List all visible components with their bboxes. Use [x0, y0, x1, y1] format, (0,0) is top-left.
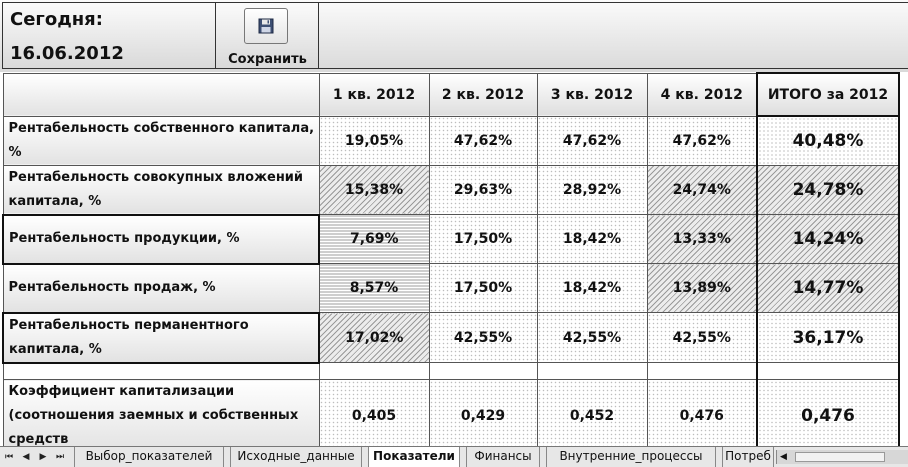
cell-value[interactable]: 42,55%	[536, 312, 648, 363]
cell-value[interactable]: 19,05%	[318, 115, 430, 166]
cell-value[interactable]: 0,452	[536, 379, 648, 453]
scroll-thumb[interactable]	[795, 452, 885, 462]
row-label[interactable]: Коэффициент капитализации (соотношения з…	[2, 379, 320, 453]
cell-value[interactable]: 8,57%	[318, 263, 430, 313]
spacer-cell	[318, 362, 430, 380]
save-panel: Сохранить	[216, 2, 319, 69]
spacer-cell	[646, 362, 758, 380]
cell-value[interactable]: 47,62%	[646, 115, 758, 166]
floppy-disk-icon	[258, 18, 274, 34]
row-label[interactable]: Рентабельность совокупных вложений капит…	[2, 164, 320, 215]
table-row: Рентабельность собственного капитала, % …	[2, 115, 900, 166]
current-date: 16.06.2012	[10, 43, 124, 64]
sheet-tab-bar: ⏮ ◀ ▶ ⏭ Выбор_показателей Исходные_данны…	[0, 446, 908, 467]
sheet-tab[interactable]: Финансы	[466, 447, 540, 467]
sheet-navigation: ⏮ ◀ ▶ ⏭	[2, 450, 70, 464]
cell-value[interactable]: 42,55%	[428, 312, 538, 363]
spacer-cell	[536, 362, 648, 380]
cell-value[interactable]: 28,92%	[536, 164, 648, 215]
spacer-cell	[756, 362, 900, 380]
cell-total[interactable]: 14,77%	[756, 263, 900, 313]
column-header-q3[interactable]: 3 кв. 2012	[536, 72, 648, 117]
indicators-table: 1 кв. 2012 2 кв. 2012 3 кв. 2012 4 кв. 2…	[2, 72, 900, 454]
header-filler	[319, 2, 908, 69]
table-row: Рентабельность совокупных вложений капит…	[2, 164, 900, 215]
cell-value[interactable]: 17,02%	[318, 312, 430, 363]
column-header-total[interactable]: ИТОГО за 2012	[756, 72, 900, 117]
sheet-tab[interactable]: Выбор_показателей	[74, 447, 224, 467]
spacer-cell	[2, 362, 320, 380]
cell-total[interactable]: 14,24%	[756, 214, 900, 264]
cell-total[interactable]: 0,476	[756, 379, 900, 454]
cell-value[interactable]: 24,74%	[646, 164, 758, 215]
first-sheet-icon[interactable]: ⏮	[4, 452, 14, 462]
table-row: Коэффициент капитализации (соотношения з…	[2, 379, 900, 454]
spacer-row	[2, 362, 900, 380]
date-box: Сегодня: 16.06.2012	[2, 2, 216, 69]
cell-value[interactable]: 18,42%	[536, 214, 648, 264]
dashboard-header: Сегодня: 16.06.2012 Сохранить	[0, 0, 908, 72]
cell-value[interactable]: 0,405	[318, 379, 430, 453]
sheet-tab[interactable]: Исходные_данные	[230, 447, 362, 467]
column-header-q1[interactable]: 1 кв. 2012	[318, 72, 430, 117]
cell-value[interactable]: 18,42%	[536, 263, 648, 313]
cell-value[interactable]: 13,89%	[646, 263, 758, 313]
scroll-left-icon[interactable]: ◀	[780, 452, 787, 462]
cell-value[interactable]: 42,55%	[646, 312, 758, 363]
column-header-q4[interactable]: 4 кв. 2012	[646, 72, 758, 117]
cell-total[interactable]: 36,17%	[756, 312, 900, 363]
save-button[interactable]	[244, 8, 288, 44]
table-row: Рентабельность продаж, % 8,57% 17,50% 18…	[2, 263, 900, 313]
row-label[interactable]: Рентабельность продаж, %	[2, 263, 320, 313]
cell-value[interactable]: 17,50%	[428, 263, 538, 313]
cell-value[interactable]: 0,476	[646, 379, 758, 453]
column-header-row: 1 кв. 2012 2 кв. 2012 3 кв. 2012 4 кв. 2…	[2, 72, 900, 117]
cell-value[interactable]: 17,50%	[428, 214, 538, 264]
table-row: Рентабельность продукции, % 7,69% 17,50%…	[2, 213, 900, 265]
sheet-tab-active[interactable]: Показатели	[368, 447, 460, 467]
row-label[interactable]: Рентабельность продукции, %	[2, 213, 320, 265]
today-label: Сегодня:	[10, 9, 103, 30]
corner-cell	[2, 72, 320, 117]
cell-value[interactable]: 47,62%	[536, 115, 648, 166]
cell-value[interactable]: 7,69%	[318, 214, 430, 264]
row-label[interactable]: Рентабельность собственного капитала, %	[2, 115, 320, 166]
cell-value[interactable]: 47,62%	[428, 115, 538, 166]
save-label[interactable]: Сохранить	[228, 52, 307, 67]
cell-value[interactable]: 15,38%	[318, 164, 430, 215]
cell-total[interactable]: 24,78%	[756, 164, 900, 215]
cell-value[interactable]: 29,63%	[428, 164, 538, 215]
cell-total[interactable]: 40,48%	[756, 115, 900, 166]
sheet-tab[interactable]: Потреб	[722, 447, 774, 467]
next-sheet-icon[interactable]: ▶	[39, 452, 47, 462]
cell-value[interactable]: 13,33%	[646, 214, 758, 264]
sheet-tab[interactable]: Внутренние_процессы	[546, 447, 716, 467]
table-row: Рентабельность перманентного капитала, %…	[2, 311, 900, 364]
last-sheet-icon[interactable]: ⏭	[55, 452, 65, 462]
spacer-cell	[428, 362, 538, 380]
column-header-q2[interactable]: 2 кв. 2012	[428, 72, 538, 117]
horizontal-scrollbar[interactable]: ◀	[776, 450, 908, 464]
cell-value[interactable]: 0,429	[428, 379, 538, 453]
row-label[interactable]: Рентабельность перманентного капитала, %	[2, 311, 320, 364]
prev-sheet-icon[interactable]: ◀	[22, 452, 30, 462]
